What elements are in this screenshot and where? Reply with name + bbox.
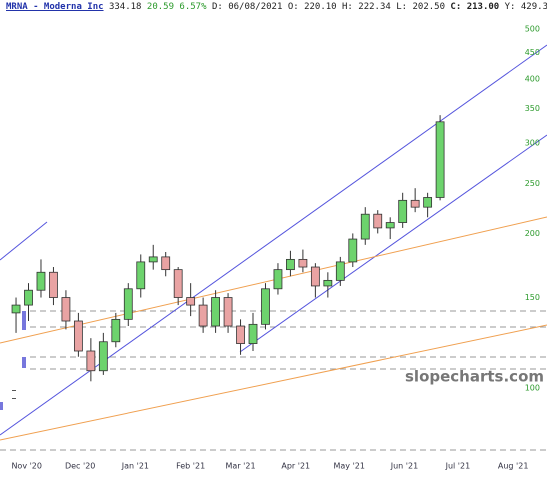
field-value: 202.50: [412, 2, 445, 12]
marker: [12, 398, 16, 399]
candle-body: [111, 318, 121, 343]
y-tick-label: 350: [525, 104, 540, 113]
x-tick-label: Dec '20: [65, 462, 95, 471]
plot: 100 150 200 250 300 350 400 450 500 Nov '20 Dec '2…: [11, 25, 540, 471]
y-tick-label: 500: [525, 25, 540, 34]
candle-body: [248, 323, 258, 344]
y-tick-label: 200: [525, 229, 540, 238]
trend-line: [239, 134, 547, 353]
y-tick-label: 450: [525, 48, 540, 57]
candle-body: [148, 256, 158, 263]
x-tick-label: Aug '21: [498, 462, 529, 471]
candle-body: [286, 258, 295, 271]
candle-body: [373, 213, 383, 229]
y-tick-label: 300: [525, 139, 540, 148]
levels: [0, 310, 547, 451]
y-tick-label: 100: [525, 383, 540, 392]
field-value: 222.34: [358, 2, 391, 12]
candle-body: [123, 288, 133, 320]
ohlc-fields: D: 06/08/2021 O: 220.10 H: 222.34 L: 202…: [212, 2, 547, 12]
candle-body: [161, 256, 171, 271]
x-tick-label: Mar '21: [226, 462, 256, 471]
field-value: 429.31: [520, 2, 547, 12]
marker: [0, 402, 3, 410]
x-tick-label: Feb '21: [176, 462, 205, 471]
field-label: Y:: [504, 2, 516, 12]
candle-body: [335, 261, 345, 281]
markers: [0, 311, 26, 410]
x-tick-label: Jan '21: [121, 462, 149, 471]
candle-body: [223, 297, 233, 327]
candle-body: [298, 258, 308, 268]
symbol[interactable]: MRNA - Moderna Inc: [6, 2, 104, 12]
candle-body: [423, 197, 433, 208]
candle-body: [36, 271, 46, 291]
y-tick-label: 400: [525, 74, 540, 83]
y-tick-label: 250: [525, 179, 540, 188]
last-price: 334.18: [108, 2, 142, 12]
candle-body: [348, 238, 358, 263]
candle-body: [211, 297, 220, 327]
candle-body: [173, 269, 183, 298]
header: MRNA - Moderna Inc 334.18 20.59 6.57% D:…: [6, 2, 547, 12]
candle-body: [73, 320, 83, 352]
candle-body: [398, 199, 408, 223]
marker: [22, 357, 26, 368]
candle-body: [273, 269, 283, 290]
candle-body: [136, 261, 146, 290]
candle-body: [186, 297, 196, 306]
watermark: slopecharts.com: [405, 368, 544, 386]
field-label: L:: [396, 2, 408, 12]
marker: [12, 390, 16, 391]
field-label: H:: [342, 2, 353, 12]
trend-line: [0, 216, 547, 344]
candle-body: [86, 350, 96, 372]
field-value: 06/08/2021: [228, 2, 283, 12]
change: 20.59: [146, 2, 174, 12]
field-label: C:: [450, 2, 462, 12]
y-tick-label: 150: [525, 293, 540, 302]
trend-line: [0, 324, 547, 441]
candle-body: [360, 213, 370, 240]
candle-body: [435, 121, 445, 198]
candle-body: [323, 279, 333, 287]
candle-body: [236, 325, 245, 344]
x-tick-label: Nov '20: [11, 462, 42, 471]
x-tick-label: Jul '21: [445, 462, 471, 471]
change-pct: 6.57%: [179, 2, 207, 12]
candle-body: [310, 266, 320, 287]
candle-body: [261, 288, 270, 325]
candle-body: [410, 199, 420, 208]
candle-body: [24, 289, 33, 306]
marker: [22, 311, 26, 330]
field-value: 220.10: [304, 2, 337, 12]
candle-body: [198, 304, 208, 327]
field-label: D:: [211, 2, 223, 12]
candle-body: [61, 297, 71, 322]
candle-body: [98, 341, 108, 372]
x-tick-label: Jun '21: [390, 462, 418, 471]
field-value: 213.00: [466, 2, 500, 12]
field-label: O:: [287, 2, 299, 12]
x-tick-label: Apr '21: [281, 462, 310, 471]
candle-body: [385, 222, 395, 229]
trend-line: [0, 221, 48, 261]
candle-body: [11, 304, 21, 314]
x-tick-label: May '21: [333, 462, 364, 471]
candle-body: [49, 271, 58, 298]
